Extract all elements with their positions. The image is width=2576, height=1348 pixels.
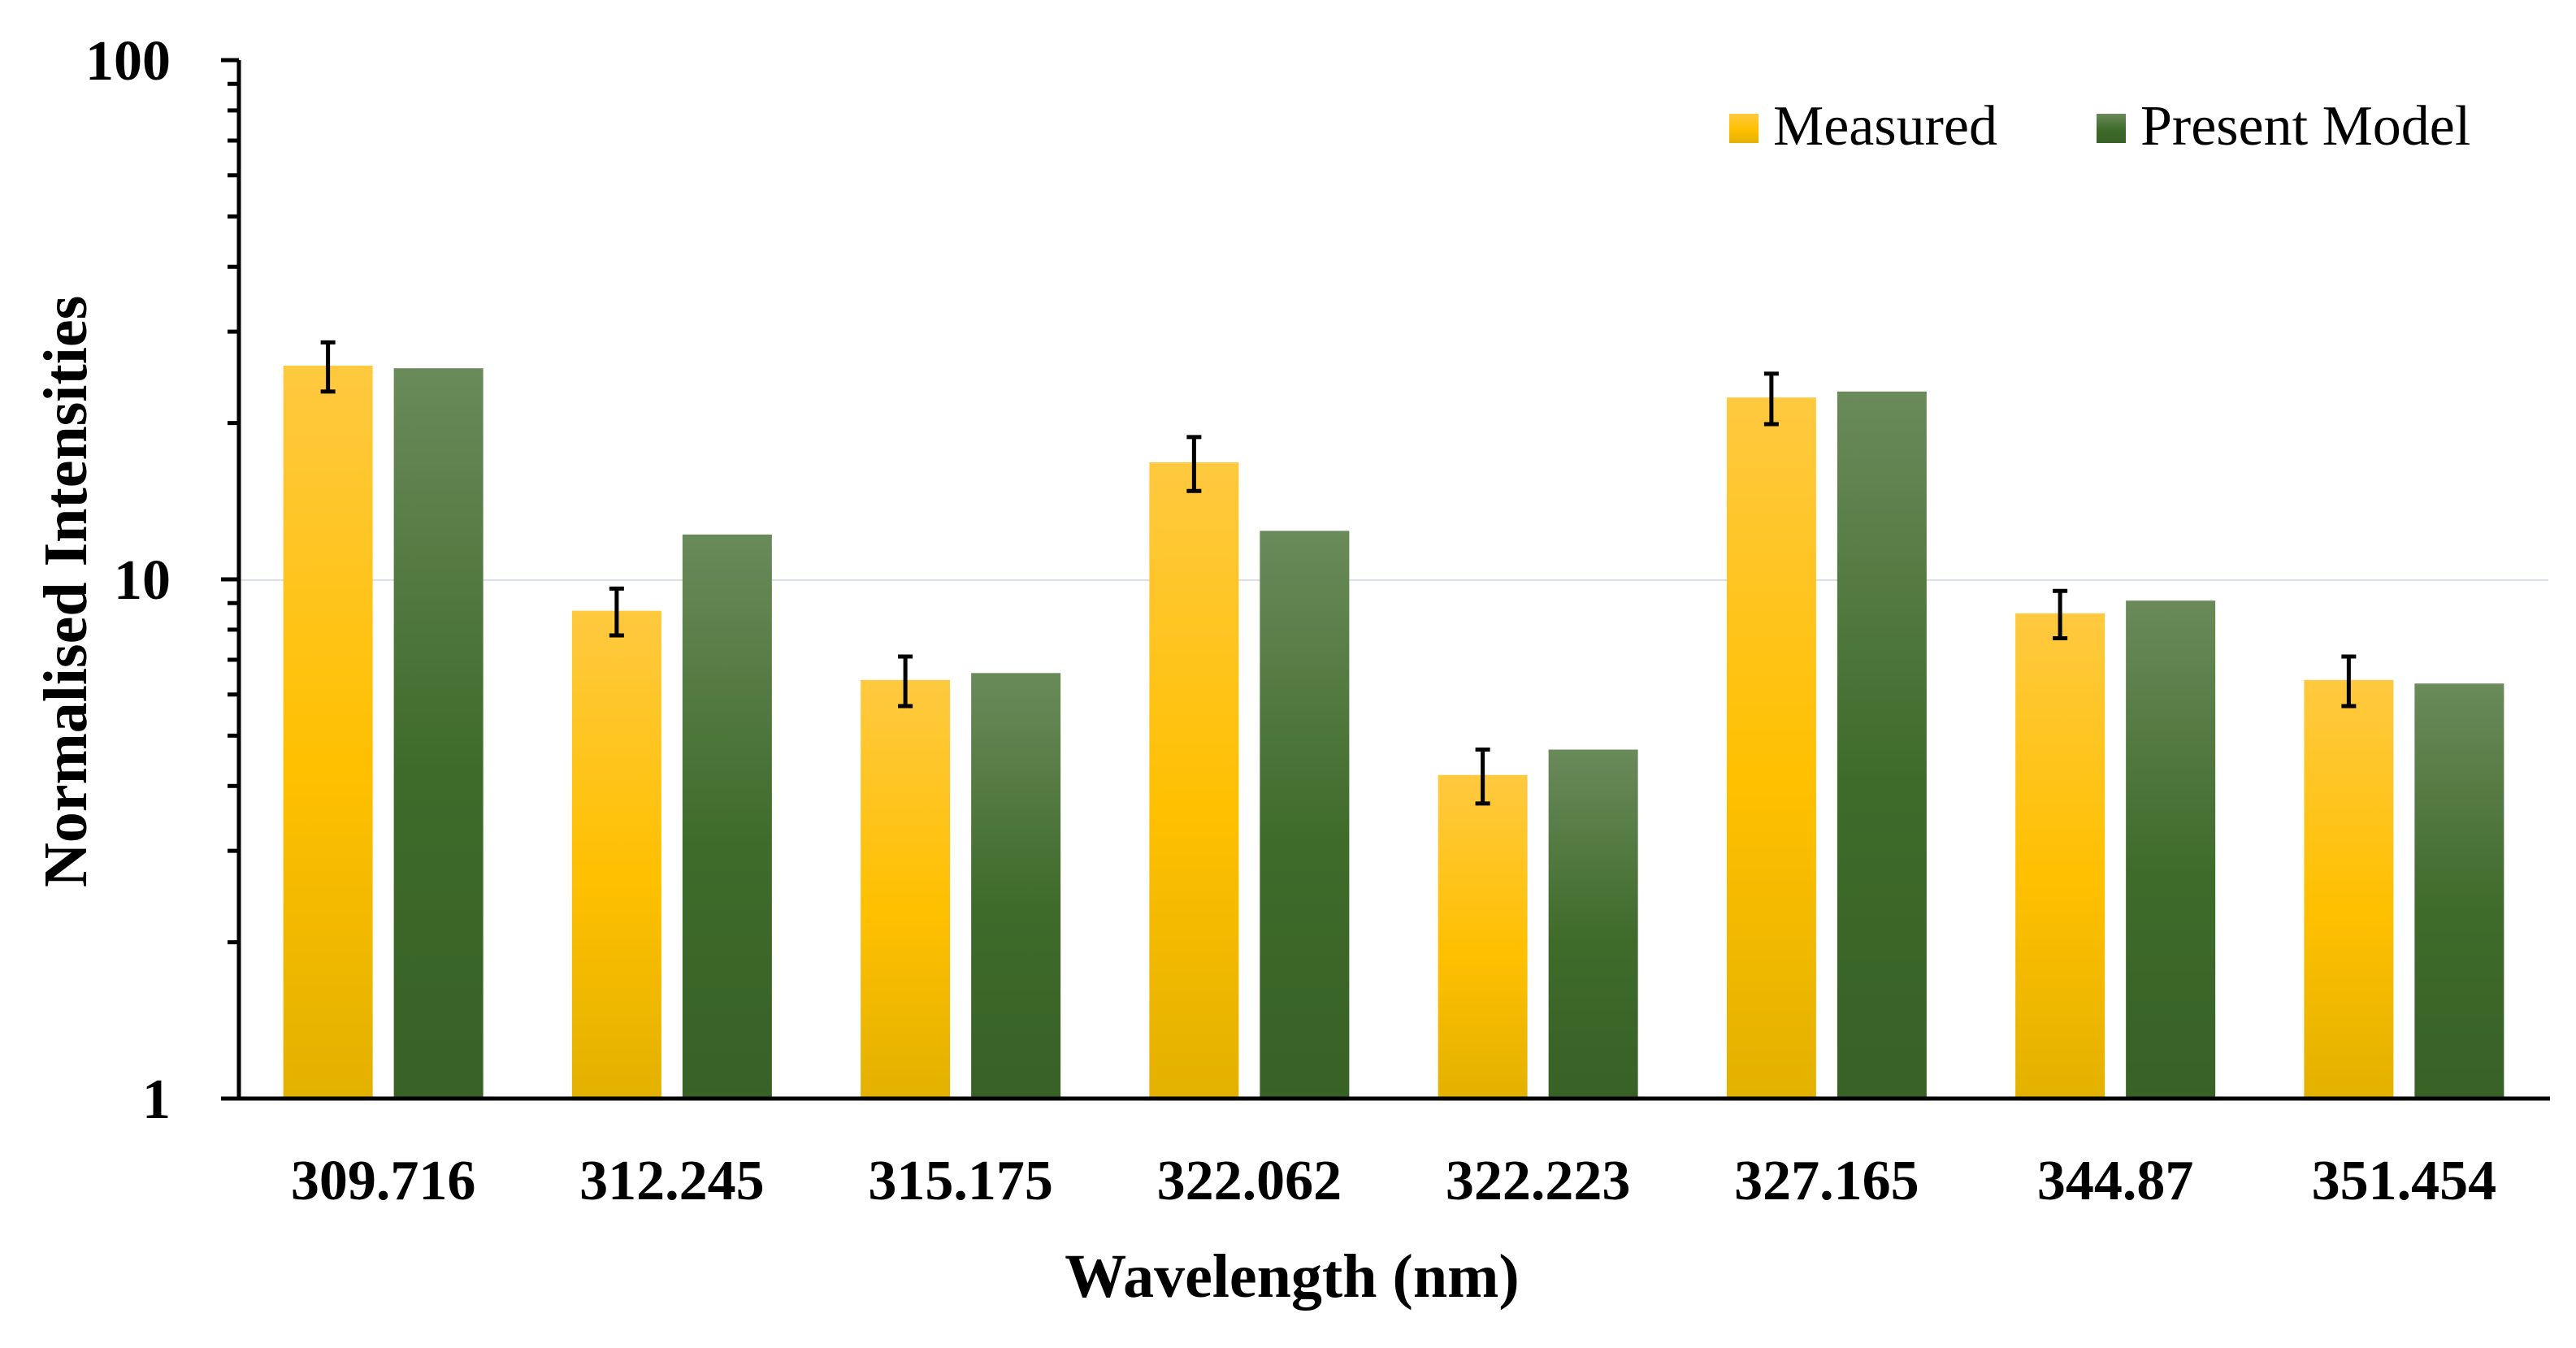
x-tick-label-312.245: 312.245 xyxy=(579,1150,765,1212)
y-tick-label-100: 100 xyxy=(85,30,171,93)
y-ticks-layer xyxy=(221,58,239,1101)
bar-measured-312.245 xyxy=(571,610,661,1099)
legend-item-measured: Measured xyxy=(1729,95,1997,158)
error-bar-measured-322.223 xyxy=(1475,748,1490,806)
error-bar-measured-312.245 xyxy=(609,586,624,638)
bar-measured-309.716 xyxy=(283,365,373,1099)
y-axis-title: Normalised Intensities xyxy=(32,296,100,887)
error-bar-measured-344.87 xyxy=(2053,588,2068,641)
bar-present-model-322.062 xyxy=(1260,531,1350,1099)
plot-area xyxy=(221,58,2550,1101)
bar-measured-327.165 xyxy=(1726,397,1816,1099)
bar-measured-315.175 xyxy=(861,679,951,1099)
x-tick-label-309.716: 309.716 xyxy=(291,1150,476,1212)
legend-swatch-present-model xyxy=(2097,114,2126,143)
x-tick-label-322.223: 322.223 xyxy=(1446,1150,1631,1212)
x-tick-labels: 309.716 312.245 315.175 322.062 322.223 327.1… xyxy=(291,1150,2496,1212)
legend: Measured Present Model xyxy=(1729,95,2470,158)
y-tick-label-10: 10 xyxy=(114,549,171,612)
bar-present-model-315.175 xyxy=(971,673,1061,1099)
bar-present-model-351.454 xyxy=(2414,683,2504,1099)
legend-label-present-model: Present Model xyxy=(2140,95,2470,158)
x-tick-label-344.87: 344.87 xyxy=(2037,1150,2194,1212)
x-tick-label-351.454: 351.454 xyxy=(2312,1150,2497,1212)
error-bar-measured-351.454 xyxy=(2341,654,2357,709)
y-tick-labels: 1 10 100 xyxy=(85,30,171,1131)
legend-label-measured: Measured xyxy=(1773,95,1997,158)
x-axis-title: Wavelength (nm) xyxy=(1065,1242,1519,1311)
error-bar-measured-322.062 xyxy=(1186,435,1202,493)
x-tick-label-322.062: 322.062 xyxy=(1157,1150,1342,1212)
error-bar-measured-315.175 xyxy=(898,654,913,709)
x-tick-label-327.165: 327.165 xyxy=(1734,1150,1919,1212)
bar-present-model-312.245 xyxy=(682,534,772,1099)
x-tick-label-315.175: 315.175 xyxy=(868,1150,1053,1212)
error-bars-layer xyxy=(320,340,2357,806)
bars-layer xyxy=(283,365,2504,1099)
y-tick-label-1: 1 xyxy=(142,1068,171,1131)
error-bar-measured-309.716 xyxy=(320,340,336,394)
legend-item-present-model: Present Model xyxy=(2097,95,2470,158)
bar-present-model-344.87 xyxy=(2126,600,2216,1099)
error-bar-measured-327.165 xyxy=(1763,371,1779,427)
bar-measured-344.87 xyxy=(2015,613,2105,1099)
legend-swatch-measured xyxy=(1729,114,1759,143)
bar-present-model-322.223 xyxy=(1548,749,1638,1099)
bar-present-model-309.716 xyxy=(393,368,484,1099)
bar-measured-351.454 xyxy=(2304,679,2394,1099)
bar-measured-322.223 xyxy=(1438,774,1528,1099)
bar-present-model-327.165 xyxy=(1837,391,1927,1099)
bar-measured-322.062 xyxy=(1149,462,1239,1099)
